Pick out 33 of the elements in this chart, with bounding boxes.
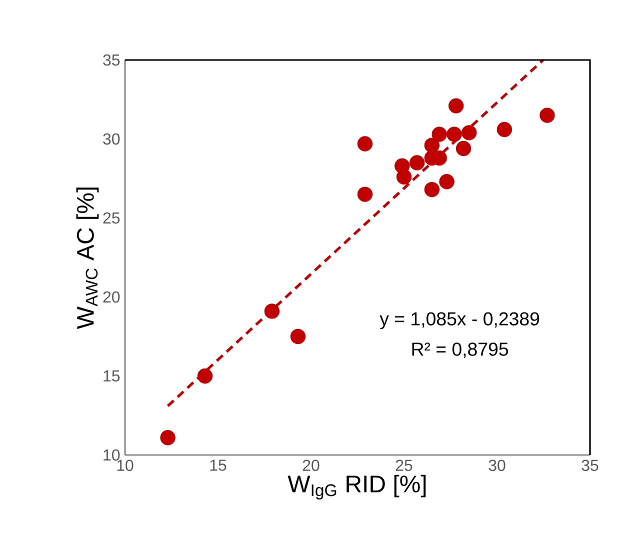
y-tick-label: 25 [103, 212, 120, 224]
x-tick-label: 35 [582, 460, 598, 472]
point [496, 122, 512, 138]
point [290, 328, 306, 344]
point [448, 98, 464, 114]
y-tick-label: 20 [103, 291, 120, 303]
point [197, 368, 213, 384]
point [357, 136, 373, 152]
point [446, 126, 462, 142]
x-tick-label: 25 [396, 460, 412, 472]
point [409, 155, 425, 170]
annotation: R² = 0,8795 [412, 342, 508, 358]
y-axis-title: W$_{AWC}$ AC [%] [76, 188, 99, 330]
x-tick-label: 10 [117, 460, 134, 472]
point [424, 182, 440, 198]
point [396, 169, 412, 185]
point [456, 140, 472, 156]
y-tick-label: 10 [104, 449, 120, 461]
point [461, 125, 477, 140]
point [540, 108, 555, 123]
x-tick-label: 20 [302, 460, 320, 472]
x-tick-label: 15 [210, 460, 226, 471]
point [264, 304, 280, 319]
x-tick-label: 30 [488, 460, 506, 472]
point [357, 186, 373, 202]
annotation: y = 1,085x - 0,2389 [380, 312, 540, 330]
y-tick-label: 35 [103, 54, 120, 66]
y-tick-label: 15 [104, 370, 120, 382]
point [432, 126, 447, 142]
point [439, 174, 454, 190]
point [160, 430, 176, 446]
x-axis-title: W$_{IgG}$ RID [%] [288, 474, 426, 500]
y-tick-label: 30 [103, 133, 120, 145]
